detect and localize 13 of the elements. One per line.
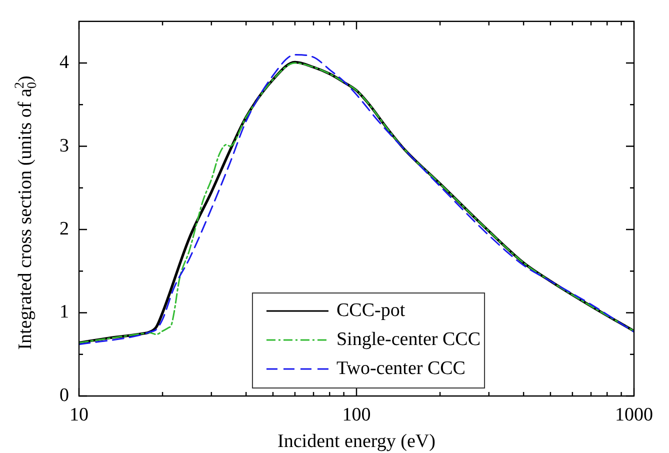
y-tick-label: 0 xyxy=(60,384,69,406)
y-tick-label: 4 xyxy=(60,52,70,74)
y-tick-label: 3 xyxy=(60,135,69,156)
y-tick-label: 1 xyxy=(60,302,69,323)
legend-label: CCC-pot xyxy=(336,300,406,321)
legend-label: Single-center CCC xyxy=(336,328,481,350)
y-axis-title: Integrated cross section (units of a02) xyxy=(11,76,39,350)
x-tick-label: 1000 xyxy=(615,404,653,426)
legend-label: Two-center CCC xyxy=(336,358,466,379)
x-axis-title: Incident energy (eV) xyxy=(278,431,436,452)
y-tick-label: 2 xyxy=(60,218,69,240)
x-tick-label: 100 xyxy=(342,404,371,426)
x-tick-label: 10 xyxy=(70,404,88,426)
